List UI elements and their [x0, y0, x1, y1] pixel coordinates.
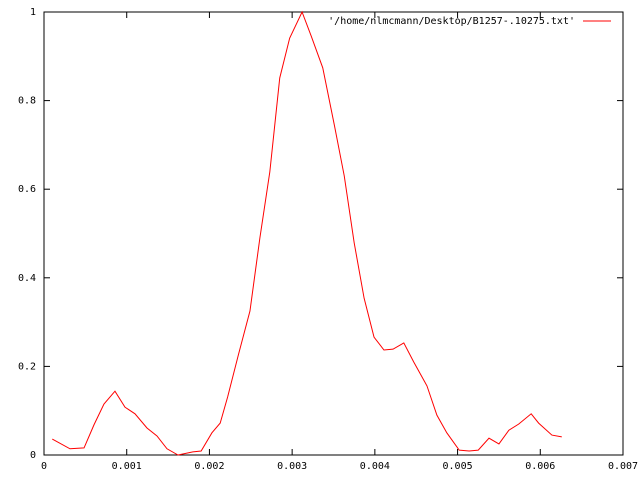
- y-tick-label: 1: [30, 7, 36, 18]
- x-tick-label: 0: [41, 461, 47, 472]
- x-tick-label: 0.005: [443, 461, 473, 472]
- x-tick-label: 0.004: [360, 461, 390, 472]
- y-tick-label: 0.2: [18, 361, 36, 372]
- x-tick-label: 0.006: [525, 461, 555, 472]
- data-line: [52, 10, 562, 456]
- y-tick-label: 0.4: [18, 273, 36, 284]
- legend-label: '/home/nlmcmann/Desktop/B1257-.10275.txt…: [328, 16, 575, 27]
- x-tick-label: 0.003: [277, 461, 307, 472]
- plot-frame: [43, 11, 624, 456]
- y-tick-label: 0: [30, 450, 36, 461]
- x-tick-label: 0.002: [194, 461, 224, 472]
- x-tick-label: 0.001: [112, 461, 142, 472]
- x-tick-label: 0.007: [608, 461, 638, 472]
- y-tick-label: 0.8: [18, 96, 36, 107]
- y-tick-label: 0.6: [18, 184, 36, 195]
